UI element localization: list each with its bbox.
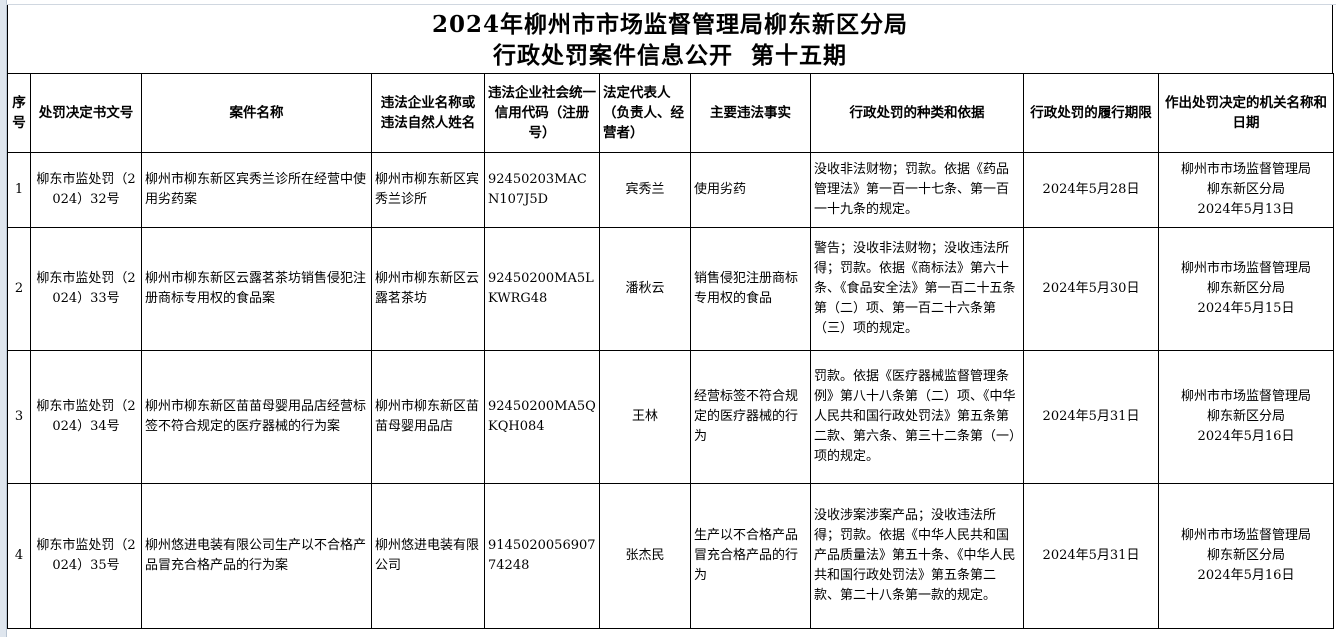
header-cell: 法定代表人（负责人、经营者） <box>599 73 691 153</box>
violation-fact-cell: 使用劣药 <box>690 152 811 228</box>
header-cell: 处罚决定书文号 <box>30 73 142 153</box>
table-row: 2 柳东市监处罚（2024）33号 柳州市柳东新区云露茗茶坊销售侵犯注册商标专用权的… <box>7 227 1334 351</box>
decision-number-cell: 柳东市监处罚（2024）35号 <box>30 483 142 629</box>
decision-date: 2024年5月15日 <box>1197 301 1295 316</box>
decision-date: 2024年5月16日 <box>1197 429 1295 444</box>
credit-code-cell: 914502005690774248 <box>484 483 600 629</box>
table-row: 4 柳东市监处罚（2024）35号 柳州悠进电装有限公司生产以不合格产品冒充合格产品… <box>7 483 1334 629</box>
header-cell: 违法企业名称或违法自然人姓名 <box>371 73 485 153</box>
table-row: 3 柳东市监处罚（2024）34号 柳州市柳东新区苗苗母婴用品店经营标签不符合规定的… <box>7 350 1334 484</box>
penalty-basis-cell: 罚款。依据《医疗器械监督管理条例》第八十八条第（二）项、《中华人民共和国行政处罚… <box>810 350 1024 484</box>
authority-name: 柳州市市场监督管理局柳东新区分局 <box>1180 389 1311 424</box>
authority-cell: 柳州市市场监督管理局柳东新区分局 2024年5月16日 <box>1158 350 1334 484</box>
legal-representative-cell: 王林 <box>599 350 691 484</box>
row-number-cell: 2 <box>7 227 31 351</box>
document-title: 2024年柳州市市场监督管理局柳东新区分局 行政处罚案件信息公开 第十五期 <box>7 5 1333 73</box>
header-cell: 序号 <box>7 73 31 153</box>
authority-name: 柳州市市场监督管理局柳东新区分局 <box>1180 261 1311 296</box>
row-number-cell: 3 <box>7 350 31 484</box>
column-header-strip <box>6 0 1336 5</box>
title-line-2: 行政处罚案件信息公开 第十五期 <box>492 42 847 69</box>
header-cell: 行政处罚的种类和依据 <box>810 73 1024 153</box>
decision-number-cell: 柳东市监处罚（2024）34号 <box>30 350 142 484</box>
legal-representative-cell: 宾秀兰 <box>599 152 691 228</box>
violation-fact-cell: 生产以不合格产品冒充合格产品的行为 <box>690 483 811 629</box>
violation-fact-cell: 销售侵犯注册商标专用权的食品 <box>690 227 811 351</box>
case-name-cell: 柳州市柳东新区苗苗母婴用品店经营标签不符合规定的医疗器械的行为案 <box>141 350 372 484</box>
entity-name-cell: 柳州市柳东新区云露茗茶坊 <box>371 227 485 351</box>
decision-number-cell: 柳东市监处罚（2024）32号 <box>30 152 142 228</box>
decision-date: 2024年5月16日 <box>1197 568 1295 583</box>
authority-cell: 柳州市市场监督管理局柳东新区分局 2024年5月16日 <box>1158 483 1334 629</box>
deadline-cell: 2024年5月30日 <box>1023 227 1159 351</box>
header-cell: 行政处罚的履行期限 <box>1023 73 1159 153</box>
case-name-cell: 柳州悠进电装有限公司生产以不合格产品冒充合格产品的行为案 <box>141 483 372 629</box>
legal-representative-cell: 潘秋云 <box>599 227 691 351</box>
row-number-cell: 4 <box>7 483 31 629</box>
authority-cell: 柳州市市场监督管理局柳东新区分局 2024年5月15日 <box>1158 227 1334 351</box>
deadline-cell: 2024年5月31日 <box>1023 483 1159 629</box>
penalty-basis-cell: 没收非法财物；罚款。依据《药品管理法》第一百一十七条、第一百一十九条的规定。 <box>810 152 1024 228</box>
header-cell: 违法企业社会统一信用代码（注册号） <box>484 73 600 153</box>
authority-name: 柳州市市场监督管理局柳东新区分局 <box>1180 528 1311 563</box>
row-number-cell: 1 <box>7 152 31 228</box>
header-row: 序号 处罚决定书文号 案件名称 违法企业名称或违法自然人姓名 违法企业社会统一信… <box>7 73 1334 153</box>
authority-cell: 柳州市市场监督管理局柳东新区分局 2024年5月13日 <box>1158 152 1334 228</box>
decision-date: 2024年5月13日 <box>1197 202 1295 217</box>
entity-name-cell: 柳州市柳东新区苗苗母婴用品店 <box>371 350 485 484</box>
header-cell: 案件名称 <box>141 73 372 153</box>
legal-representative-cell: 张杰民 <box>599 483 691 629</box>
header-cell: 主要违法事实 <box>690 73 811 153</box>
authority-name: 柳州市市场监督管理局柳东新区分局 <box>1180 162 1311 197</box>
credit-code-cell: 92450200MA5LKWRG48 <box>484 227 600 351</box>
penalty-basis-cell: 警告；没收非法财物；没收违法所得；罚款。依据《商标法》第六十条、《食品安全法》第… <box>810 227 1024 351</box>
penalty-table: 序号 处罚决定书文号 案件名称 违法企业名称或违法自然人姓名 违法企业社会统一信… <box>7 73 1334 629</box>
row-header-strip <box>0 0 7 637</box>
entity-name-cell: 柳州市柳东新区宾秀兰诊所 <box>371 152 485 228</box>
deadline-cell: 2024年5月28日 <box>1023 152 1159 228</box>
entity-name-cell: 柳州悠进电装有限公司 <box>371 483 485 629</box>
penalty-basis-cell: 没收涉案涉案产品；没收违法所得；罚款。依据《中华人民共和国产品质量法》第五十条、… <box>810 483 1024 629</box>
header-cell: 作出处罚决定的机关名称和日期 <box>1158 73 1334 153</box>
title-line-1: 2024年柳州市市场监督管理局柳东新区分局 <box>431 11 908 38</box>
deadline-cell: 2024年5月31日 <box>1023 350 1159 484</box>
decision-number-cell: 柳东市监处罚（2024）33号 <box>30 227 142 351</box>
credit-code-cell: 92450203MACN107J5D <box>484 152 600 228</box>
violation-fact-cell: 经营标签不符合规定的医疗器械的行为 <box>690 350 811 484</box>
table-row: 1 柳东市监处罚（2024）32号 柳州市柳东新区宾秀兰诊所在经营中使用劣药案 柳州市… <box>7 152 1334 228</box>
case-name-cell: 柳州市柳东新区宾秀兰诊所在经营中使用劣药案 <box>141 152 372 228</box>
credit-code-cell: 92450200MA5QKQH084 <box>484 350 600 484</box>
case-name-cell: 柳州市柳东新区云露茗茶坊销售侵犯注册商标专用权的食品案 <box>141 227 372 351</box>
